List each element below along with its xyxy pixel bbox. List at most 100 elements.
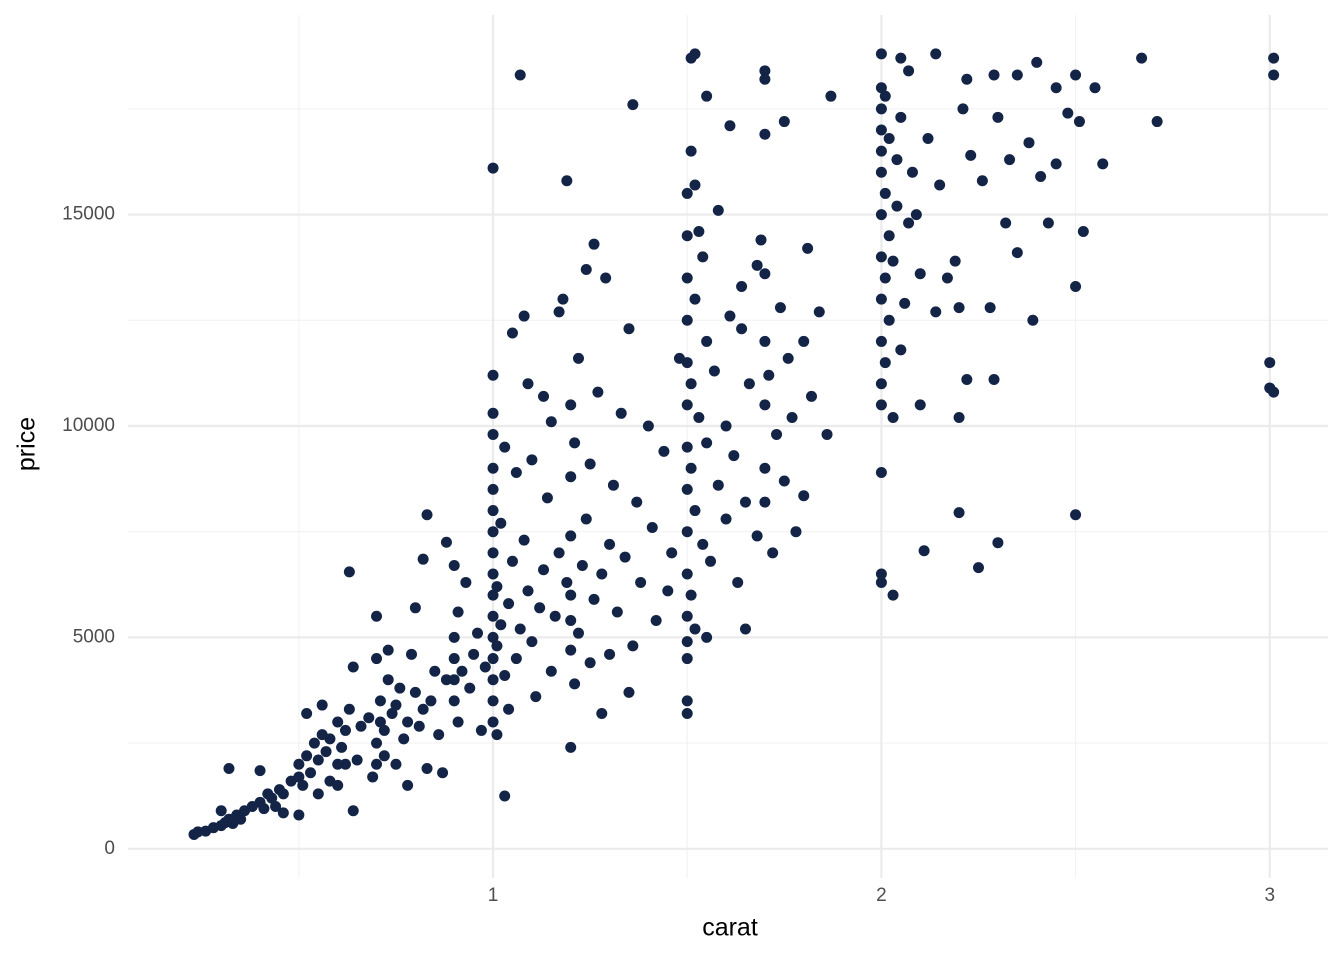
point [363, 712, 375, 724]
point [569, 437, 581, 449]
point [681, 230, 693, 242]
point [405, 648, 417, 660]
point [596, 568, 608, 580]
point [701, 90, 713, 102]
point [215, 805, 227, 817]
point [903, 65, 915, 77]
point [689, 505, 701, 517]
point [1151, 116, 1163, 128]
point [895, 52, 907, 64]
point [914, 399, 926, 411]
point [681, 695, 693, 707]
point [701, 335, 713, 347]
point [658, 445, 670, 457]
point [518, 534, 530, 546]
point [1035, 171, 1047, 183]
point [398, 733, 410, 745]
point [891, 154, 903, 166]
point [491, 640, 503, 652]
point [549, 610, 561, 622]
point [506, 327, 518, 339]
point [343, 703, 355, 715]
point [448, 631, 460, 643]
point [448, 560, 460, 572]
point [565, 399, 577, 411]
point [491, 581, 503, 593]
point [576, 560, 588, 572]
point [475, 724, 487, 736]
point [588, 593, 600, 605]
point [988, 373, 1000, 385]
point [895, 344, 907, 356]
point [297, 779, 309, 791]
point [1073, 116, 1085, 128]
point [479, 661, 491, 673]
point [910, 209, 922, 221]
point [580, 513, 592, 525]
point [235, 813, 247, 825]
point [949, 255, 961, 267]
point [1089, 82, 1101, 94]
point [953, 412, 965, 424]
point [347, 805, 359, 817]
point [705, 555, 717, 567]
point [627, 640, 639, 652]
point [763, 369, 775, 381]
point [440, 536, 452, 548]
point [514, 69, 526, 81]
point [312, 754, 324, 766]
point [759, 128, 771, 140]
point [681, 441, 693, 453]
point [821, 428, 833, 440]
point [751, 259, 763, 271]
point [437, 767, 449, 779]
point [681, 526, 693, 538]
point [378, 724, 390, 736]
point [689, 179, 701, 191]
point [623, 686, 635, 698]
point [499, 790, 511, 802]
point [681, 610, 693, 622]
point [965, 149, 977, 161]
point [693, 225, 705, 237]
point [681, 568, 693, 580]
point [759, 73, 771, 85]
point [778, 475, 790, 487]
point [429, 665, 441, 677]
point [565, 741, 577, 753]
point [1070, 69, 1082, 81]
point [499, 441, 511, 453]
point [223, 762, 235, 774]
point [374, 695, 386, 707]
point [875, 576, 887, 588]
point [879, 272, 891, 284]
point [941, 272, 953, 284]
point [922, 132, 934, 144]
point [324, 775, 336, 787]
point [355, 720, 367, 732]
point [759, 399, 771, 411]
point [961, 373, 973, 385]
x-tick-label: 1 [488, 885, 499, 906]
point [879, 187, 891, 199]
point [584, 657, 596, 669]
point [522, 585, 534, 597]
point [378, 750, 390, 762]
point [402, 779, 414, 791]
point [324, 733, 336, 745]
point [790, 526, 802, 538]
point [382, 674, 394, 686]
point [565, 644, 577, 656]
point [689, 623, 701, 635]
point [961, 73, 973, 85]
x-tick-label: 3 [1264, 885, 1275, 906]
point [561, 576, 573, 588]
point [681, 187, 693, 199]
point [553, 547, 565, 559]
point [992, 537, 1004, 549]
point [308, 737, 320, 749]
point [487, 631, 499, 643]
point [367, 771, 379, 783]
point [487, 695, 499, 707]
